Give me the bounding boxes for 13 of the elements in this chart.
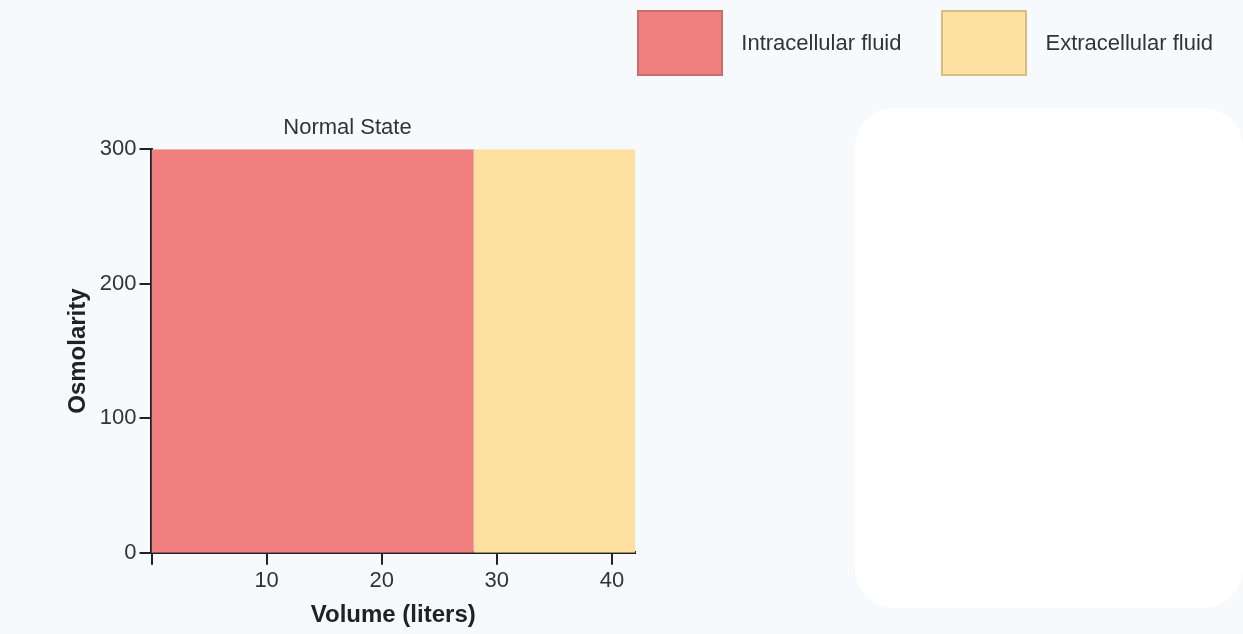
y-tick-label: 100 bbox=[99, 404, 137, 430]
text: Extracellular fluid bbox=[1045, 30, 1213, 56]
text: Intracellular fluid bbox=[741, 30, 902, 56]
y-tick-label: 300 bbox=[99, 135, 137, 161]
y-tick-label: 200 bbox=[99, 269, 137, 295]
x-tick-label: 30 bbox=[484, 567, 510, 593]
x-tick-label: 40 bbox=[599, 567, 625, 593]
chart-title: Normal State bbox=[283, 114, 412, 140]
x-tick-label: 20 bbox=[369, 567, 394, 593]
x-tick-label: 10 bbox=[254, 567, 279, 593]
y-axis-title: Osmolarity bbox=[63, 287, 91, 414]
x-axis-title: Volume (liters) bbox=[310, 600, 476, 628]
y-tick-label: 0 bbox=[124, 538, 137, 564]
